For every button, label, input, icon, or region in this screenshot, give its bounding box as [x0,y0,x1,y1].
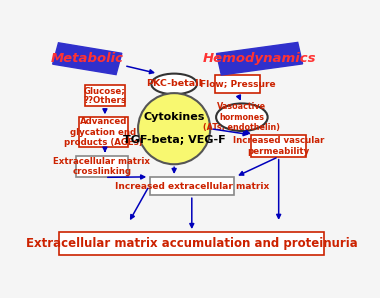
FancyBboxPatch shape [59,232,324,255]
FancyBboxPatch shape [215,75,260,93]
FancyBboxPatch shape [150,177,234,195]
FancyBboxPatch shape [79,117,128,147]
FancyBboxPatch shape [53,43,122,74]
Text: Glucose;
??Others: Glucose; ??Others [84,86,127,105]
FancyBboxPatch shape [76,156,128,177]
FancyBboxPatch shape [252,135,306,157]
Ellipse shape [216,103,268,131]
Text: Increased extracellular matrix: Increased extracellular matrix [115,181,269,190]
Text: Metabolic: Metabolic [51,52,124,65]
Text: Flow; Pressure: Flow; Pressure [200,80,275,89]
Text: Increased vascular
permeability: Increased vascular permeability [233,136,325,156]
Ellipse shape [138,93,210,164]
Text: Extracellular matrix accumulation and proteinuria: Extracellular matrix accumulation and pr… [26,237,358,250]
Ellipse shape [151,74,197,94]
FancyBboxPatch shape [85,85,125,106]
Text: PKC-betaII: PKC-betaII [146,80,202,89]
Text: Cytokines

TGF-beta; VEG-F: Cytokines TGF-beta; VEG-F [123,112,225,145]
FancyBboxPatch shape [217,42,302,75]
Text: Extracellular matrix
crosslinking: Extracellular matrix crosslinking [54,157,150,176]
Text: Vasoactive
hormones
(ATs, endothelin): Vasoactive hormones (ATs, endothelin) [203,102,280,132]
Text: Advanced
glycation end
products (AGEs): Advanced glycation end products (AGEs) [64,117,143,147]
Text: Hemodynamics: Hemodynamics [203,52,316,65]
